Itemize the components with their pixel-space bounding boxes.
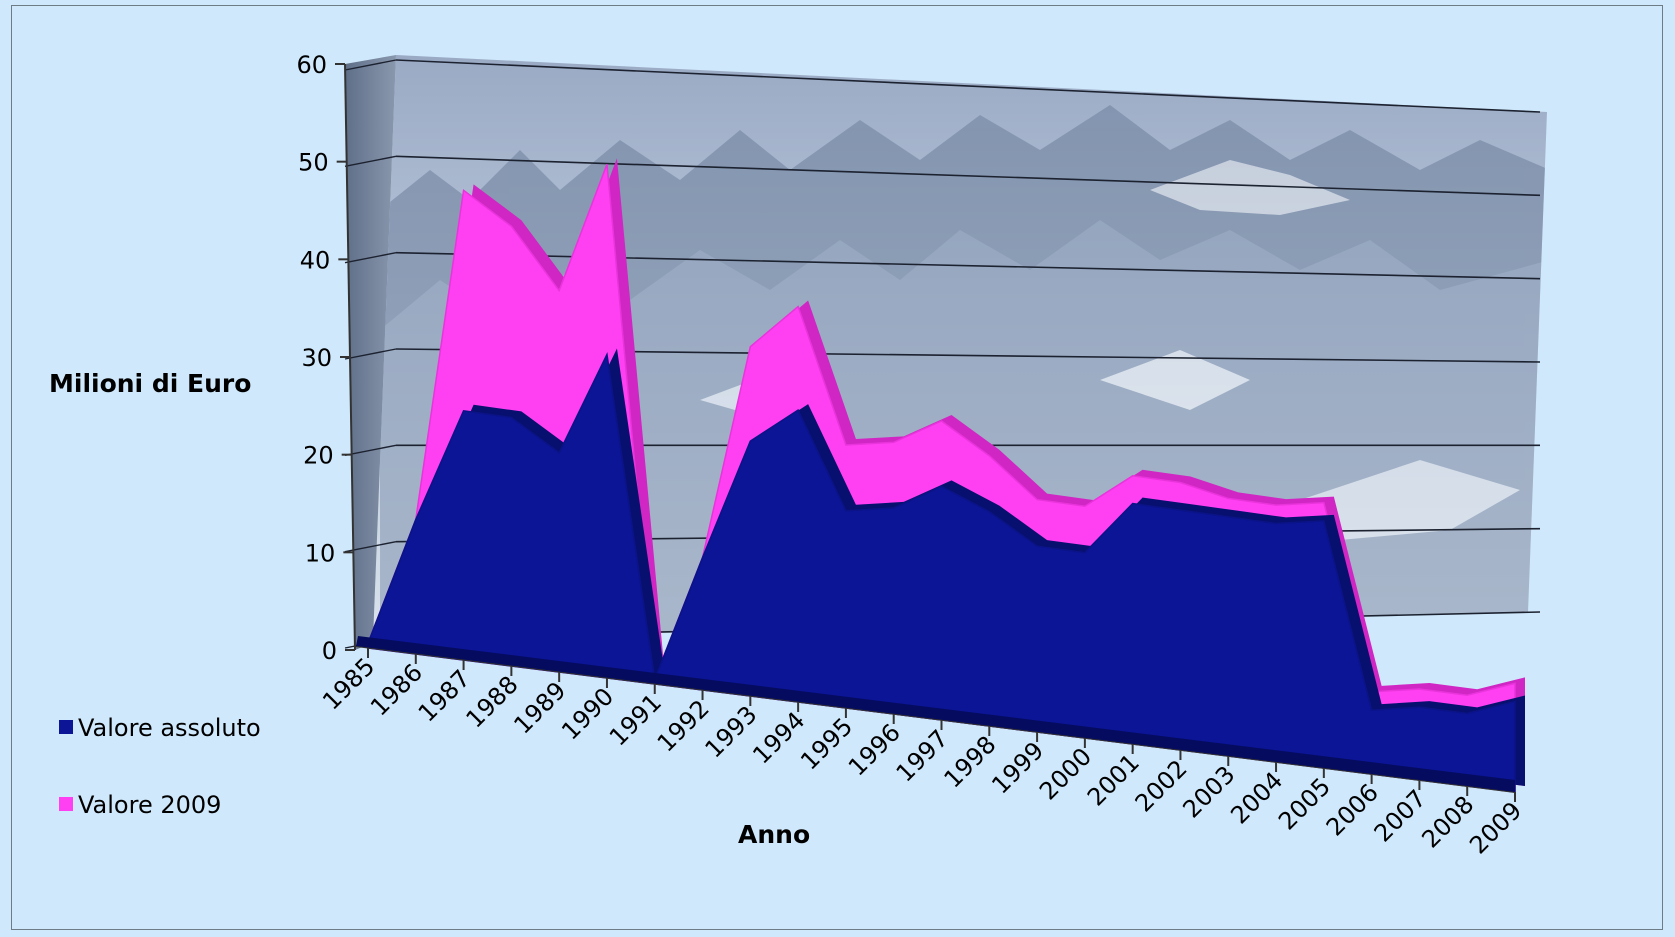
y-tick-label: 60 [296,51,327,79]
legend-label-valore-2009: Valore 2009 [78,791,221,819]
floor-edge [356,636,1515,792]
y-tick-labels: 0 10 20 30 40 50 60 [296,51,355,665]
legend-swatch-valore-assoluto [59,720,73,734]
gridline [395,59,1541,113]
gridline-side [344,59,397,71]
plot-background [373,55,1547,640]
legend-item-valore-assoluto: Valore assoluto [59,714,261,742]
legend: Valore assoluto Valore 2009 [59,714,261,819]
y-tick-label: 40 [300,246,331,274]
x-axis-title: Anno [738,820,810,849]
y-axis-title: Milioni di Euro [49,369,251,398]
gridline-side [344,348,397,360]
y-tick-label: 10 [305,539,336,567]
y-tick-label: 30 [301,344,332,372]
y-tick-label: 50 [298,149,329,177]
gridline-side [344,155,397,168]
gridline-side [344,251,397,264]
legend-item-valore-2009: Valore 2009 [59,791,221,819]
plot-side-wall [345,55,396,650]
legend-swatch-valore-2009 [59,797,73,811]
y-tick-label: 0 [322,637,337,665]
gridline [395,155,1541,197]
y-tick-label: 20 [303,442,334,470]
gridline-side [344,444,397,457]
legend-label-valore-assoluto: Valore assoluto [78,714,261,742]
